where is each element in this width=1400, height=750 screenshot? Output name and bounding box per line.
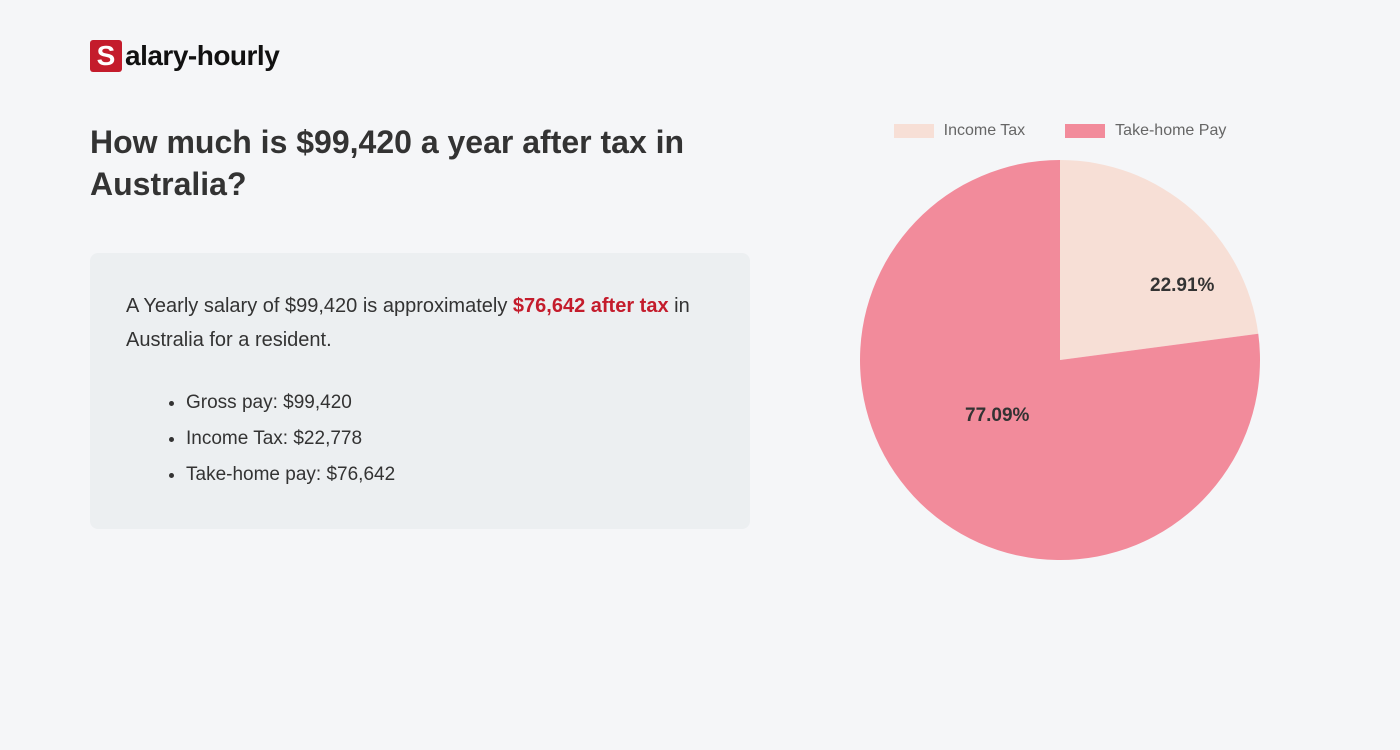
bullet-list: Gross pay: $99,420 Income Tax: $22,778 T…	[126, 385, 714, 493]
chart-legend: Income Tax Take-home Pay	[894, 122, 1227, 140]
summary-box: A Yearly salary of $99,420 is approximat…	[90, 253, 750, 529]
legend-label-tax: Income Tax	[944, 122, 1026, 140]
bullet-item: Gross pay: $99,420	[186, 385, 714, 421]
bullet-item: Income Tax: $22,778	[186, 421, 714, 457]
chart-column: Income Tax Take-home Pay 22.91% 77.09%	[810, 122, 1310, 560]
logo-text: alary-hourly	[125, 40, 279, 72]
legend-item-takehome: Take-home Pay	[1065, 122, 1226, 140]
legend-swatch-takehome	[1065, 124, 1105, 138]
content-row: How much is $99,420 a year after tax in …	[90, 122, 1310, 560]
slice-label-tax: 22.91%	[1150, 275, 1214, 297]
slice-label-takehome: 77.09%	[965, 405, 1029, 427]
legend-swatch-tax	[894, 124, 934, 138]
summary-highlight: $76,642 after tax	[513, 295, 669, 317]
legend-item-tax: Income Tax	[894, 122, 1026, 140]
summary-prefix: A Yearly salary of $99,420 is approximat…	[126, 295, 513, 317]
page-heading: How much is $99,420 a year after tax in …	[90, 122, 750, 205]
left-column: How much is $99,420 a year after tax in …	[90, 122, 750, 560]
summary-text: A Yearly salary of $99,420 is approximat…	[126, 289, 714, 357]
logo-s-badge: S	[90, 40, 122, 72]
pie-chart: 22.91% 77.09%	[860, 160, 1260, 560]
legend-label-takehome: Take-home Pay	[1115, 122, 1226, 140]
page-container: S alary-hourly How much is $99,420 a yea…	[0, 0, 1400, 560]
pie-svg	[860, 160, 1260, 560]
bullet-item: Take-home pay: $76,642	[186, 457, 714, 493]
site-logo: S alary-hourly	[90, 40, 1310, 72]
